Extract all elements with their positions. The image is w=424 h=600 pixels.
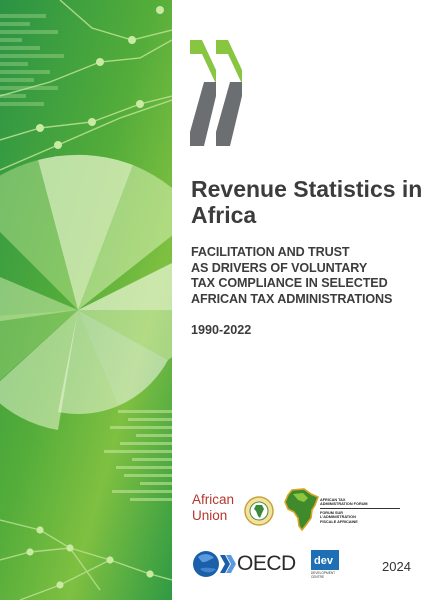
report-subtitle: FACILITATION AND TRUST AS DRIVERS OF VOL… [191,245,393,306]
report-period: 1990-2022 [191,323,252,337]
africa-map-icon [284,488,320,532]
atf-logo: AFRICAN TAX ADMINISTRATION FORUM FORUM S… [284,488,400,534]
oecd-wordmark: OECD [237,552,296,575]
oecd-chevron-icon [190,40,242,146]
oecd-logo: OECD [192,547,304,581]
dev-logo-box: dev [311,550,339,570]
african-union-logo: African Union [192,490,276,532]
atf-wordmark: AFRICAN TAX ADMINISTRATION FORUM FORUM S… [320,498,400,524]
dev-logo-caption: DEVELOPMENT CENTRE [311,571,336,579]
publication-year: 2024 [382,559,411,574]
development-centre-logo: dev DEVELOPMENT CENTRE [311,550,341,584]
oecd-globe-icon [193,551,236,577]
african-union-emblem-icon [244,496,274,526]
african-union-wordmark: African Union [192,492,235,523]
report-title: Revenue Statistics in Africa [191,176,423,228]
atf-divider [320,507,400,511]
cover-content [172,0,424,600]
cover-art-panel [0,0,172,600]
dev-wordmark: dev [314,555,333,567]
